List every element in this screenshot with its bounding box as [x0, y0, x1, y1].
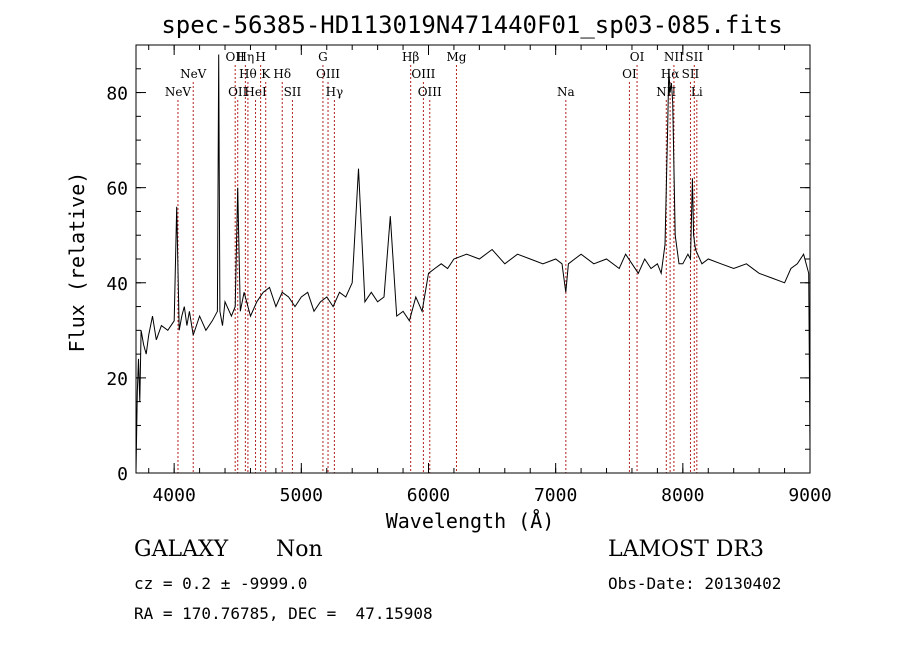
- line-marker-label: Hη: [237, 50, 255, 64]
- line-marker-label: Li: [691, 85, 703, 99]
- x-tick-label: 5000: [280, 485, 323, 506]
- y-axis-label: Flux (relative): [65, 172, 89, 353]
- object-subclass: Non: [276, 537, 323, 562]
- line-marker-label: SII: [682, 67, 700, 81]
- line-marker-label: NII: [664, 50, 684, 64]
- line-marker-label: Hα: [661, 67, 680, 81]
- line-marker-label: OI: [630, 50, 645, 64]
- line-marker-label: OIII: [316, 67, 340, 81]
- x-tick-label: 4000: [152, 485, 195, 506]
- x-tick-label: 7000: [534, 485, 577, 506]
- line-marker-label: HeI: [244, 85, 267, 99]
- line-marker-label: H: [255, 50, 265, 64]
- survey-name: LAMOST DR3: [608, 537, 764, 562]
- line-marker-label: NeV: [165, 85, 192, 99]
- line-marker-label: Hθ: [239, 67, 257, 81]
- line-marker-label: OI: [622, 67, 637, 81]
- coordinates: RA = 170.76785, DEC = 47.15908: [134, 604, 433, 623]
- obs-date: Obs-Date: 20130402: [608, 574, 782, 593]
- line-marker-label: SII: [685, 50, 703, 64]
- line-marker-label: Hδ: [273, 67, 291, 81]
- line-marker-label: K: [261, 67, 271, 81]
- y-tick-label: 60: [106, 179, 128, 200]
- y-tick-label: 80: [106, 84, 128, 105]
- plot-area: [135, 54, 811, 474]
- y-tick-label: 0: [117, 464, 128, 485]
- line-marker-label: OII: [228, 85, 248, 99]
- line-marker-label: SII: [284, 85, 302, 99]
- line-marker-label: OIII: [418, 85, 442, 99]
- y-tick-label: 20: [106, 369, 128, 390]
- line-marker-label: OII: [226, 50, 246, 64]
- line-marker-label: Hγ: [326, 85, 344, 99]
- line-marker-label: G: [318, 50, 328, 64]
- line-marker-label: NeV: [180, 67, 207, 81]
- x-tick-label: 8000: [661, 485, 704, 506]
- object-class: GALAXY: [134, 537, 229, 562]
- x-tick-label: 6000: [407, 485, 450, 506]
- x-tick-label: 9000: [788, 485, 831, 506]
- redshift-text: cz = 0.2 ± -9999.0: [134, 574, 308, 593]
- line-marker-label: NII: [656, 85, 676, 99]
- line-marker-label: Mg: [446, 50, 466, 64]
- line-marker-label: Hβ: [402, 50, 419, 64]
- axis-ticks: 4000 5000 6000 7000 8000 9000 0 20 40 60 80: [106, 44, 832, 506]
- y-tick-label: 40: [106, 274, 128, 295]
- line-marker-label: Na: [557, 85, 575, 99]
- chart-title: spec-56385-HD113019N471440F01_sp03-085.f…: [161, 11, 782, 39]
- spectrum-line: [135, 54, 811, 474]
- x-axis-label: Wavelength (Å): [386, 509, 555, 533]
- line-marker-label: OIII: [411, 67, 435, 81]
